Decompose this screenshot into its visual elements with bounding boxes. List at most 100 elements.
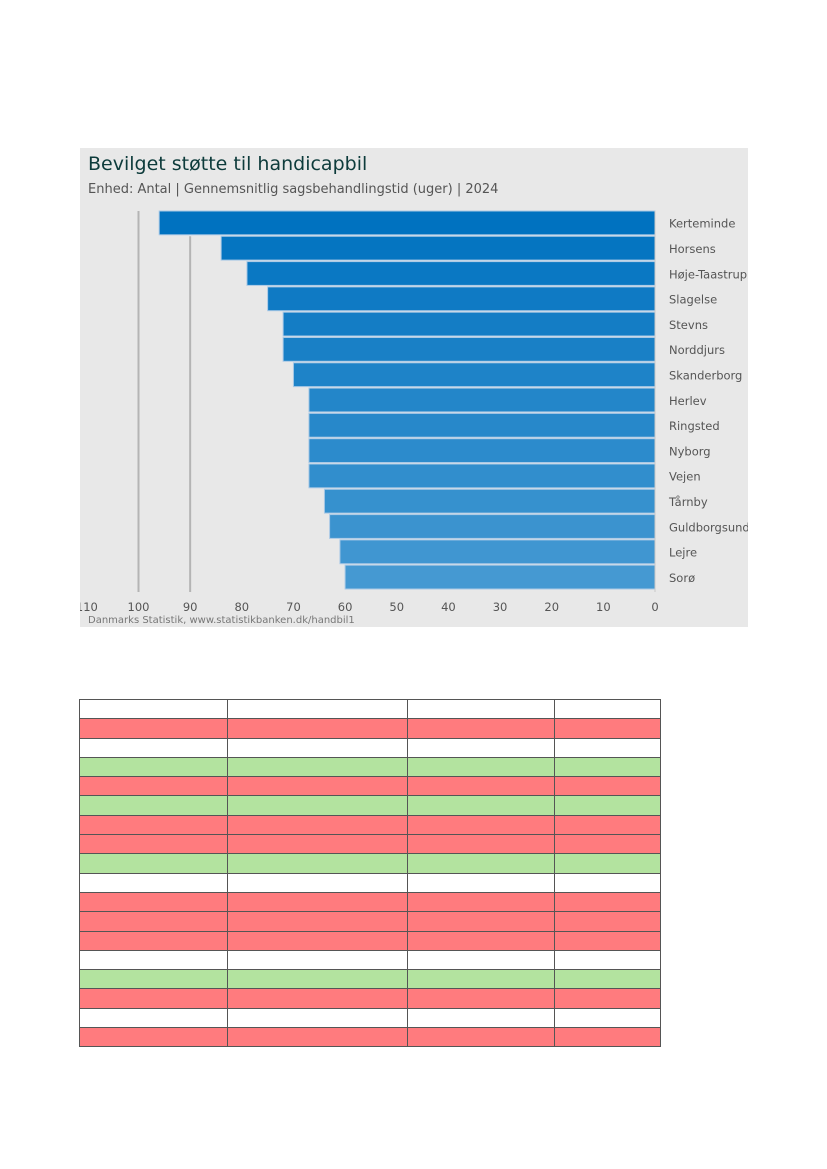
table-cell bbox=[407, 1007, 555, 1029]
x-tick-label: 20 bbox=[544, 600, 559, 614]
table-row bbox=[79, 737, 661, 758]
table-cell bbox=[407, 853, 555, 874]
table-cell bbox=[79, 814, 228, 836]
table-cell bbox=[227, 756, 408, 778]
table-row bbox=[79, 814, 661, 836]
table-cell bbox=[554, 891, 661, 913]
table-cell bbox=[554, 949, 661, 971]
table-cell bbox=[554, 988, 661, 1009]
category-label: Ringsted bbox=[669, 419, 720, 433]
bar-nyborg bbox=[308, 438, 656, 464]
table-cell bbox=[79, 795, 228, 816]
table-cell bbox=[227, 776, 408, 797]
bar-vejen bbox=[308, 463, 656, 489]
table-cell bbox=[227, 930, 408, 951]
table-cell bbox=[407, 891, 555, 913]
bar-høje-taastrup bbox=[246, 261, 656, 286]
table-cell bbox=[79, 1027, 228, 1048]
category-label: Herlev bbox=[669, 394, 707, 408]
table-cell bbox=[79, 911, 228, 932]
table-cell bbox=[554, 872, 661, 893]
bar-skanderborg bbox=[292, 362, 656, 388]
table-cell bbox=[79, 1007, 228, 1029]
table-cell bbox=[554, 853, 661, 874]
table-row bbox=[79, 1027, 661, 1048]
table-cell bbox=[79, 872, 228, 893]
bar-norddjurs bbox=[282, 337, 656, 362]
category-label: Skanderborg bbox=[669, 368, 742, 382]
bar-ringsted bbox=[308, 412, 656, 438]
table-cell bbox=[227, 814, 408, 836]
table-row bbox=[79, 988, 661, 1009]
table-cell bbox=[79, 930, 228, 951]
chart-source: Danmarks Statistik, www.statistikbanken.… bbox=[88, 615, 355, 626]
table-cell bbox=[554, 814, 661, 836]
table-cell bbox=[554, 756, 661, 778]
x-tick-label: 110 bbox=[80, 600, 98, 614]
table-cell bbox=[227, 1007, 408, 1029]
category-label: Høje-Taastrup bbox=[669, 267, 747, 281]
x-tick-label: 60 bbox=[338, 600, 353, 614]
table-row bbox=[79, 776, 661, 797]
table-cell bbox=[407, 834, 555, 855]
table-row bbox=[79, 756, 661, 778]
category-label: Horsens bbox=[669, 242, 716, 256]
bar-chart: Kerteminde Horsens Høje-Taastrup Slagelse St… bbox=[80, 210, 748, 614]
table-cell bbox=[554, 698, 661, 720]
table-cell bbox=[227, 1027, 408, 1048]
table-cell bbox=[79, 756, 228, 778]
table-row bbox=[79, 930, 661, 951]
table-cell bbox=[79, 969, 228, 990]
table-cell bbox=[79, 853, 228, 874]
table-cell bbox=[554, 795, 661, 816]
category-label: Stevns bbox=[669, 318, 708, 332]
table-cell bbox=[554, 1007, 661, 1029]
x-tick-label: 10 bbox=[596, 600, 611, 614]
table-cell bbox=[227, 698, 408, 720]
table-cell bbox=[79, 949, 228, 971]
x-tick-label: 70 bbox=[286, 600, 301, 614]
table-row bbox=[79, 891, 661, 913]
table-cell bbox=[554, 737, 661, 758]
table-row bbox=[79, 853, 661, 874]
bar-stevns bbox=[282, 311, 656, 337]
table-cell bbox=[227, 795, 408, 816]
category-label: Sorø bbox=[669, 571, 695, 585]
table-row bbox=[79, 834, 661, 855]
table-row bbox=[79, 949, 661, 971]
table-row bbox=[79, 969, 661, 990]
bar-lejre bbox=[339, 539, 656, 565]
table-row bbox=[79, 1007, 661, 1029]
table-cell bbox=[227, 872, 408, 893]
table-cell bbox=[227, 853, 408, 874]
table-cell bbox=[79, 834, 228, 855]
table-cell bbox=[554, 718, 661, 739]
x-tick-label: 90 bbox=[183, 600, 198, 614]
x-tick-label: 80 bbox=[234, 600, 249, 614]
table-row bbox=[79, 795, 661, 816]
table-row bbox=[79, 872, 661, 893]
table-cell bbox=[227, 969, 408, 990]
table-row bbox=[79, 698, 661, 720]
table-cell bbox=[79, 718, 228, 739]
table-cell bbox=[227, 834, 408, 855]
chart-title: Bevilget støtte til handicapbil bbox=[88, 153, 368, 175]
bar-horsens bbox=[220, 235, 656, 261]
x-tick-label: 50 bbox=[389, 600, 404, 614]
bar-slagelse bbox=[267, 286, 656, 312]
table-cell bbox=[227, 891, 408, 913]
table-cell bbox=[407, 969, 555, 990]
table-cell bbox=[407, 911, 555, 932]
table-cell bbox=[227, 949, 408, 971]
x-tick-label: 40 bbox=[441, 600, 456, 614]
table-cell bbox=[407, 930, 555, 951]
table-cell bbox=[554, 1027, 661, 1048]
bar-guldborgsund bbox=[329, 514, 656, 539]
table-cell bbox=[407, 1027, 555, 1048]
table-cell bbox=[227, 988, 408, 1009]
table-cell bbox=[554, 969, 661, 990]
category-label: Lejre bbox=[669, 546, 697, 560]
table-cell bbox=[407, 776, 555, 797]
category-label: Tårnby bbox=[668, 495, 708, 509]
bar-sorø bbox=[344, 564, 656, 590]
